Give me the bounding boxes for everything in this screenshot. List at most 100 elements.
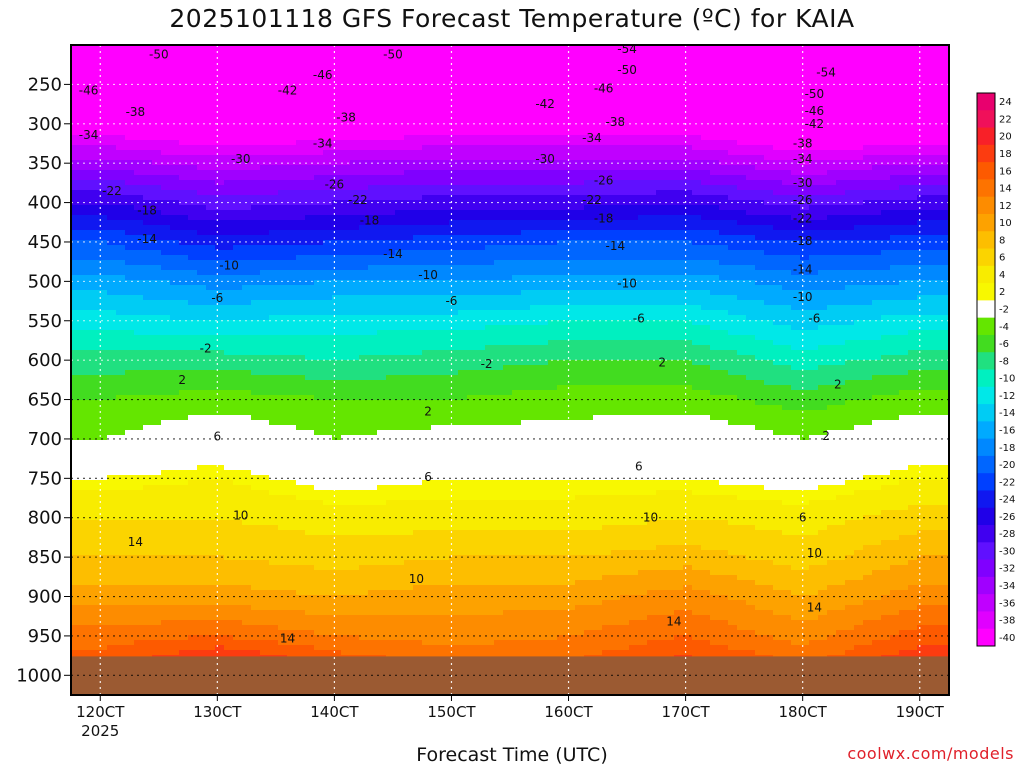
temperature-band [827,230,837,241]
contour-label: -10 [793,290,813,304]
temperature-band [539,420,549,481]
temperature-band [359,280,369,296]
temperature-band [836,240,846,256]
temperature-band [341,270,351,281]
temperature-band [458,210,468,221]
temperature-band [431,235,441,251]
temperature-band [629,525,639,551]
temperature-band [566,530,576,556]
temperature-band [548,320,558,341]
temperature-band [197,235,207,246]
temperature-band [926,210,936,221]
temperature-band [584,160,594,171]
temperature-band [908,250,918,266]
temperature-band [863,425,873,476]
temperature-band [944,415,949,466]
temperature-band [422,560,432,586]
temperature-band [746,630,756,651]
temperature-band [827,430,837,486]
temperature-band [431,295,441,316]
temperature-band [710,420,720,481]
temperature-band [791,205,801,221]
temperature-band [188,145,198,156]
temperature-band [323,175,333,191]
y-tick-label: 400 [28,193,62,214]
temperature-band [251,145,261,156]
temperature-band [89,400,99,441]
temperature-band [197,555,207,586]
temperature-band [395,535,405,566]
contour-label: 6 [424,470,432,484]
temperature-band [449,555,459,586]
temperature-band [836,290,846,306]
temperature-band [809,435,819,491]
temperature-band [809,230,819,241]
temperature-band [332,535,342,571]
site-credit[interactable]: coolwx.com/models [847,744,1014,763]
contour-label: 2 [658,356,666,370]
temperature-band [881,475,891,486]
contour-label: -34 [313,136,333,150]
temperature-band [539,45,549,136]
temperature-band [467,615,477,646]
temperature-band [305,165,315,181]
temperature-band [89,215,99,231]
temperature-band [926,250,936,266]
temperature-band [665,415,675,481]
temperature-band [548,145,558,161]
temperature-band [656,480,666,491]
temperature-band [926,625,936,646]
temperature-band [89,260,99,276]
temperature-band [458,500,468,531]
temperature-band [818,345,828,366]
temperature-band [656,135,666,146]
temperature-band [818,270,828,291]
temperature-band [854,425,864,481]
temperature-band [422,295,432,316]
temperature-band [548,220,558,231]
temperature-band [458,160,468,171]
temperature-band [170,215,180,231]
temperature-band [647,160,657,171]
temperature-band [764,170,774,181]
temperature-band [413,265,423,281]
temperature-band [71,520,81,556]
temperature-band [503,500,513,531]
temperature-band [566,135,576,146]
temperature-band [467,425,477,481]
temperature-band [485,585,495,616]
temperature-band [701,205,711,221]
temperature-band [638,215,648,231]
temperature-band [638,290,648,306]
temperature-band [269,45,279,146]
temperature-band [287,480,297,496]
temperature-band [683,360,693,386]
temperature-band [197,415,207,466]
temperature-band [827,635,837,656]
temperature-band [719,175,729,186]
temperature-band [485,425,495,481]
temperature-band [935,185,945,196]
temperature-band [107,145,117,161]
temperature-band [377,315,387,331]
temperature-band [854,380,864,401]
temperature-band [692,520,702,546]
temperature-band [809,195,819,206]
temperature-band [467,160,477,171]
temperature-band [278,590,288,611]
temperature-band [755,635,765,656]
temperature-band [260,165,270,181]
temperature-band [386,590,396,616]
temperature-band [584,135,594,146]
temperature-band [692,305,702,326]
temperature-band [863,515,873,546]
temperature-band [80,190,90,206]
temperature-band [233,320,243,336]
temperature-band [890,635,900,656]
temperature-band [152,520,162,556]
temperature-band [170,230,180,241]
temperature-band [566,610,576,636]
temperature-band [674,190,684,206]
temperature-band [773,215,783,231]
temperature-band [719,265,729,281]
